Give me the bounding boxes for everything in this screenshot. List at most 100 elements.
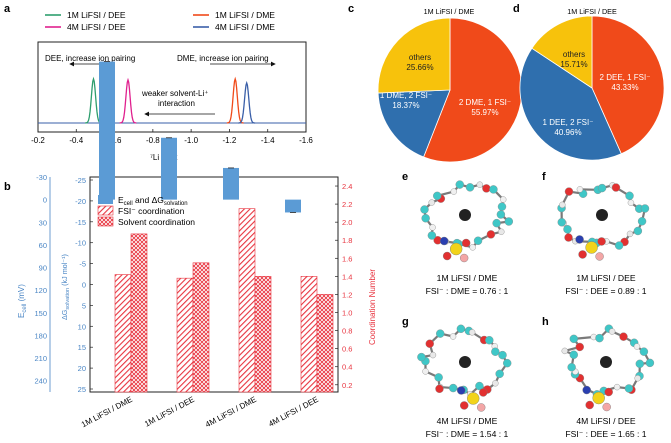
- pie-slice: [423, 17, 523, 163]
- fsi-bar: [114, 274, 132, 393]
- dg-tick-label: -5: [79, 260, 86, 269]
- caption-f-2: FSI⁻ : DEE = 0.89 : 1: [565, 286, 646, 296]
- atom: [559, 201, 566, 209]
- atom: [495, 369, 504, 379]
- atom: [476, 181, 483, 188]
- legend-label: 4M LiFSI / DEE: [67, 22, 126, 32]
- fsi-atom: [602, 402, 611, 412]
- panel-c-label: c: [348, 3, 354, 15]
- fsi-bar: [238, 208, 256, 393]
- dg-tick-label: -15: [75, 218, 86, 227]
- li-ion: [596, 209, 608, 221]
- fsi-atom: [461, 238, 471, 248]
- cn-tick-label: 2.0: [342, 218, 352, 227]
- dg-tick-label: 15: [78, 343, 86, 352]
- atom: [619, 332, 628, 341]
- x-tick-label: -0.2: [31, 136, 45, 145]
- atom: [624, 384, 634, 393]
- legend-label: Solvent coordination: [118, 217, 195, 227]
- fsi-atom: [595, 252, 604, 261]
- category-label: 4M LiFSI / DEE: [267, 395, 320, 429]
- atom: [597, 183, 607, 193]
- cn-tick-label: 0.8: [342, 327, 352, 336]
- atom: [456, 324, 466, 334]
- atom: [608, 328, 616, 335]
- note-weaker-2: interaction: [158, 99, 195, 108]
- atom: [504, 217, 514, 226]
- atom: [627, 199, 635, 206]
- atom: [450, 188, 458, 195]
- fsi-atom: [582, 385, 591, 395]
- atom: [465, 183, 475, 192]
- pie-value: 40.96%: [554, 128, 581, 137]
- atom: [486, 230, 496, 239]
- caption-g-1: 4M LiFSI / DME: [437, 416, 498, 426]
- fsi-atom: [597, 237, 606, 246]
- cn-tick-label: 1.4: [342, 272, 352, 281]
- solvent-bar: [316, 294, 334, 393]
- solvent-bar: [130, 233, 148, 393]
- panel-b-label: b: [4, 181, 11, 193]
- atom: [576, 186, 584, 193]
- cn-tick-label: 2.4: [342, 182, 352, 191]
- pie-value: 15.71%: [560, 60, 587, 69]
- molecule-image-h: [561, 324, 655, 412]
- atom: [639, 347, 649, 356]
- panel-b-categories: 1M LiFSI / DME 1M LiFSI / DEE 4M LiFSI / D…: [80, 395, 320, 429]
- panel-h-label: h: [542, 316, 549, 328]
- panel-e-label: e: [402, 171, 408, 183]
- dg-axis-title: ΔGsolvation (kJ mol⁻¹): [60, 254, 71, 320]
- atom: [427, 231, 437, 240]
- atom: [449, 333, 457, 340]
- atom: [569, 334, 579, 344]
- atom: [485, 336, 494, 345]
- atom: [425, 339, 434, 348]
- panel-f-label: f: [542, 171, 546, 183]
- li-ion: [600, 356, 612, 368]
- atom: [634, 375, 641, 382]
- pie-chart-d: 2 DEE, 1 FSI⁻43.33% 1 DEE, 2 FSI⁻40.96% ot…: [519, 15, 665, 161]
- panel-g-label: g: [402, 316, 409, 328]
- atom: [433, 191, 442, 201]
- ecell-bar: [99, 61, 115, 200]
- li-ion: [459, 356, 471, 368]
- caption-f-1: 1M LiFSI / DEE: [576, 273, 635, 283]
- cn-axis-title: Coordination Number: [368, 269, 377, 345]
- fsi-atom: [585, 241, 598, 254]
- x-tick-label: -1.0: [184, 136, 198, 145]
- caption-e-1: 1M LiFSI / DME: [437, 273, 498, 283]
- dg-tick-label: 10: [78, 322, 86, 331]
- atom: [575, 342, 584, 352]
- atom: [491, 347, 500, 356]
- legend-label: FSI⁻ coordination: [118, 206, 185, 216]
- atom: [640, 204, 650, 213]
- dg-tick-label: -25: [75, 176, 86, 185]
- pie-label: 2 DME, 1 FSI⁻: [459, 98, 511, 107]
- pie-value: 55.97%: [471, 108, 498, 117]
- fsi-bar: [176, 277, 194, 393]
- pie-label: 1 DEE, 2 FSI⁻: [543, 118, 594, 127]
- atom: [633, 343, 641, 350]
- x-tick-label: -1.6: [299, 136, 313, 145]
- ecell-tick-label: 210: [34, 354, 47, 363]
- cn-tick-label: 1.8: [342, 236, 352, 245]
- molecule-image-f: [557, 182, 650, 261]
- cn-tick-label: 0.4: [342, 363, 352, 372]
- fsi-atom: [439, 236, 449, 246]
- atom: [475, 381, 484, 391]
- cn-tick-label: 1.0: [342, 309, 352, 318]
- ecell-tick-label: 120: [34, 286, 47, 295]
- dg-tick-label: -20: [75, 197, 86, 206]
- molecule-image-e: [420, 180, 514, 263]
- atom: [498, 350, 507, 360]
- note-dee: DEE, increase ion pairing: [45, 54, 135, 63]
- atom: [564, 187, 574, 196]
- caption-h-1: 4M LiFSI / DEE: [576, 416, 635, 426]
- legend-label: 1M LiFSI / DME: [215, 10, 275, 20]
- atom: [428, 199, 435, 206]
- atom: [417, 352, 426, 362]
- category-label: 4M LiFSI / DME: [204, 395, 258, 429]
- fsi-atom: [477, 403, 486, 412]
- pie-slice: [377, 89, 451, 158]
